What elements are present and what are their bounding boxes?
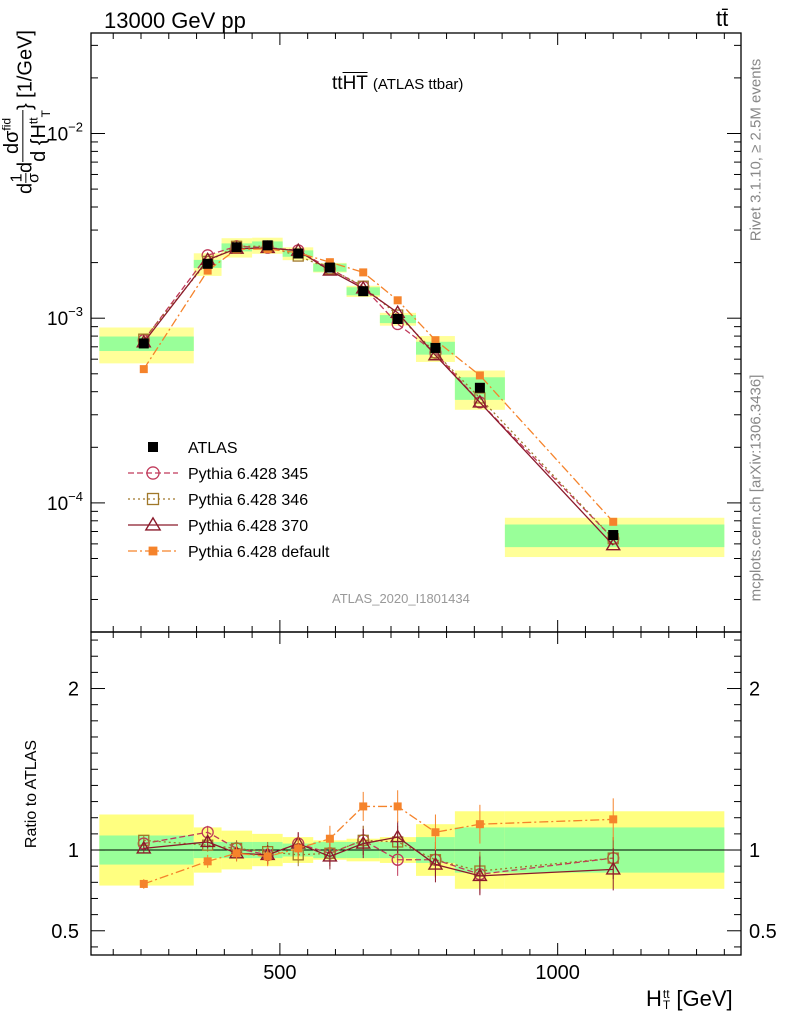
series-2-point (472, 394, 488, 408)
ratio-tick-label: 2 (68, 679, 79, 701)
data-point (358, 286, 369, 297)
ratio-tick-label-right: 1 (749, 840, 760, 862)
legend-label-0: ATLAS (188, 440, 238, 457)
ratio-tick-label-right: 2 (749, 679, 760, 701)
x-tick-label: 1000 (535, 962, 580, 984)
series-2-ratio-point (427, 856, 444, 870)
ratio-plot-frame (90, 631, 742, 956)
data-point (392, 314, 403, 325)
series-3-line (143, 248, 614, 523)
series-3-ratio-point (359, 802, 368, 811)
series-3-point (431, 336, 440, 345)
data-point (474, 382, 485, 393)
series-0-ratio-line (143, 831, 614, 875)
data-point (231, 242, 242, 253)
legend-label-2: Pythia 6.428 346 (188, 492, 308, 509)
y-tick-label: 10−3 (47, 304, 83, 330)
legend-marker-data (148, 442, 158, 452)
series-3-point (325, 258, 334, 267)
series-2-ratio-point (472, 867, 488, 882)
series-3-ratio-point (609, 815, 618, 824)
series-2-point (605, 537, 621, 551)
series-2-ratio-point (322, 848, 338, 862)
series-3-point (609, 517, 618, 526)
energy-label: 13000 GeV pp (104, 8, 246, 33)
series-3-point (475, 371, 484, 380)
y-tick-label: 10−2 (47, 119, 83, 145)
series-3-ratio-point (139, 879, 148, 888)
series-3-point (359, 268, 368, 277)
legend-marker-1 (146, 466, 160, 480)
series-2-ratio-point (199, 834, 216, 848)
legend-marker-3 (144, 516, 162, 531)
series-2-ratio-point (389, 829, 406, 843)
data-point (262, 240, 273, 251)
data-point (138, 338, 149, 349)
ratio-tick-label: 1 (68, 840, 79, 862)
legend-label-4: Pythia 6.428 default (188, 544, 330, 561)
analysis-label: ATLAS_2020_I1801434 (332, 591, 470, 606)
series-3-ratio-point (393, 802, 402, 811)
series-3-point (139, 365, 148, 374)
series-3-point (203, 266, 212, 275)
legend-label-3: Pythia 6.428 370 (188, 518, 308, 535)
series-2-point (427, 347, 444, 361)
data-point (202, 258, 213, 269)
series-3-ratio-point (431, 828, 440, 837)
series-2-ratio-point (355, 835, 371, 849)
series-3-ratio-point (294, 844, 303, 853)
series-3-ratio-point (263, 852, 272, 861)
data-point (608, 530, 619, 541)
legend-label-1: Pythia 6.428 345 (188, 466, 308, 483)
plot-title: ttHT (ATLAS ttbar) (332, 73, 464, 94)
y-tick-label: 10−4 (47, 489, 83, 515)
series-3-ratio-point (203, 857, 212, 866)
ratio-tick-label: 0.5 (51, 921, 79, 943)
series-3-ratio-point (232, 849, 241, 858)
ratio-tick-label-right: 0.5 (749, 921, 777, 943)
series-3-ratio-point (325, 834, 334, 843)
data-point (324, 262, 335, 273)
data-point (293, 248, 304, 259)
x-tick-label: 500 (263, 962, 296, 984)
process-label: tt̄ (716, 6, 729, 31)
series-3-ratio-point (475, 820, 484, 829)
series-2-ratio-point (605, 861, 621, 875)
legend-marker-4 (148, 546, 158, 556)
series-2-ratio-point (136, 840, 152, 854)
legend-marker-2 (146, 492, 160, 506)
series-3-point (393, 296, 402, 305)
data-point (430, 342, 441, 353)
